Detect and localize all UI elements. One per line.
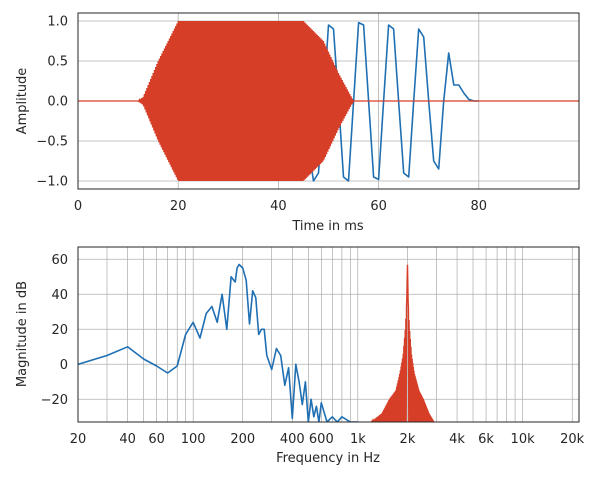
amplitude-y-axis-label: Amplitude [15,68,30,135]
amplitude-y-tick-label: 1.0 [47,15,68,30]
magnitude-frame [77,246,580,423]
magnitude-series-red [370,264,435,422]
amplitude-x-tick-label: 0 [74,199,82,214]
amplitude-x-axis-label: Time in ms [291,219,364,234]
magnitude-x-tick-label: 6k [478,432,494,447]
amplitude-frame [77,12,580,190]
amplitude-y-ticks: −1.0 −0.5 0.0 0.5 1.0 [36,15,68,190]
magnitude-series-blue [78,263,358,422]
magnitude-grid [77,247,579,422]
magnitude-x-tick-label: 4k [449,432,465,447]
magnitude-y-tick-label: 0 [60,358,68,373]
magnitude-y-tick-label: 20 [51,323,68,338]
amplitude-y-tick-label: 0.0 [47,95,68,110]
magnitude-y-tick-label: 40 [51,288,68,303]
magnitude-x-axis-label: Frequency in Hz [276,451,380,466]
magnitude-x-tick-label: 1k [350,432,366,447]
amplitude-x-ticks: 0 20 40 60 80 [74,199,487,214]
magnitude-x-ticks: 20 40 60 100 200 400 600 1k 2k 4k 6k 10k 20k [70,432,585,447]
amplitude-y-tick-label: −0.5 [36,135,68,150]
amplitude-x-tick-label: 80 [471,199,488,214]
magnitude-y-ticks: −20 0 20 40 60 [41,253,68,408]
magnitude-x-tick-label: 2k [400,432,416,447]
magnitude-x-tick-label: 10k [511,432,536,447]
amplitude-y-tick-label: −1.0 [36,175,68,190]
magnitude-plot: 20 40 60 100 200 400 600 1k 2k 4k 6k 10k 20k −20 0 20 4… [15,246,585,466]
magnitude-x-tick-label: 400 [280,432,305,447]
magnitude-x-tick-label: 60 [148,432,165,447]
magnitude-x-tick-label: 40 [119,432,136,447]
magnitude-y-axis-label: Magnitude in dB [15,281,30,387]
amplitude-series-group [78,20,579,182]
magnitude-x-tick-label: 600 [309,432,334,447]
amplitude-x-tick-label: 40 [270,199,287,214]
amplitude-plot: 0 20 40 60 80 −1.0 −0.5 0.0 0.5 1.0 Time in ms A… [15,12,580,234]
amplitude-y-tick-label: 0.5 [47,55,68,70]
magnitude-series-group [78,263,435,422]
amplitude-x-tick-label: 60 [370,199,387,214]
magnitude-x-tick-label: 20k [560,432,585,447]
amplitude-series-blue [302,21,479,182]
magnitude-x-tick-label: 200 [230,432,255,447]
magnitude-y-tick-label: −20 [41,393,68,408]
magnitude-x-tick-label: 100 [181,432,206,447]
amplitude-series-red [78,20,579,182]
magnitude-y-tick-label: 60 [51,253,68,268]
amplitude-x-tick-label: 20 [170,199,187,214]
magnitude-x-tick-label: 20 [70,432,87,447]
